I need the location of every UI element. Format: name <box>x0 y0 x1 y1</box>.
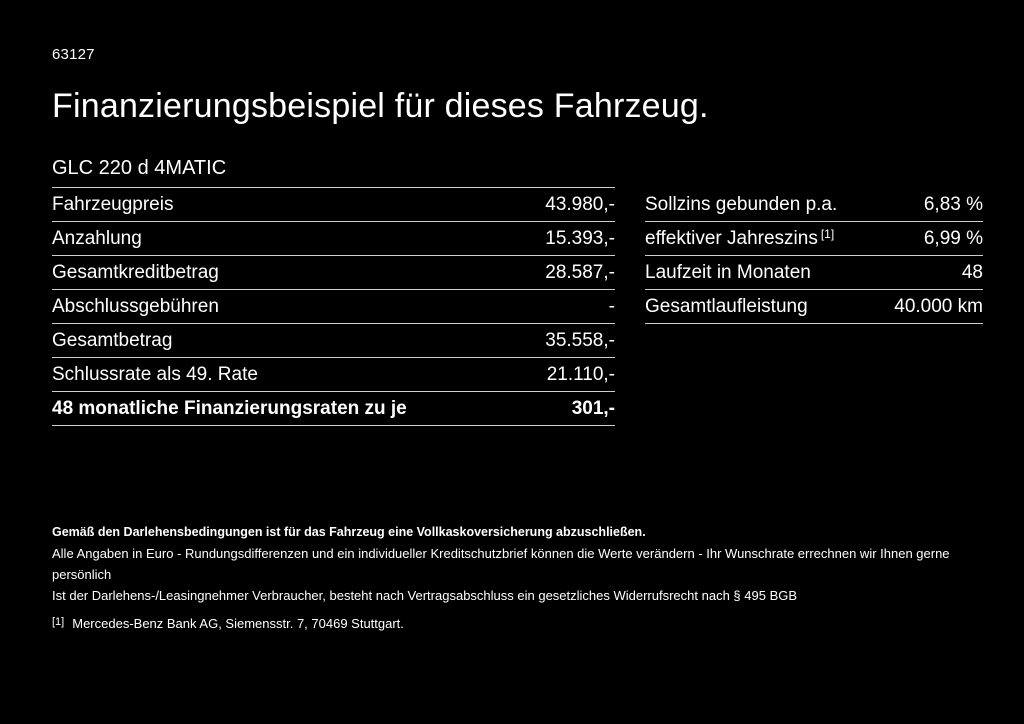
doc-number: 63127 <box>52 46 95 63</box>
insurance-note: Gemäß den Darlehensbedingungen ist für d… <box>52 525 646 539</box>
table-row-gesamtbetrag: Gesamtbetrag 35.558,- <box>52 324 615 358</box>
row-label: Sollzins gebunden p.a. <box>645 193 838 215</box>
row-label: Anzahlung <box>52 227 142 249</box>
row-label: Schlussrate als 49. Rate <box>52 363 258 385</box>
row-value: 40.000 km <box>894 295 983 317</box>
table-row-anzahlung: Anzahlung 15.393,- <box>52 222 615 256</box>
legal-footer: Gemäß den Darlehensbedingungen ist für d… <box>52 522 984 634</box>
row-value: 15.393,- <box>545 227 615 249</box>
row-label: 48 monatliche Finanzierungsraten zu je <box>52 397 407 419</box>
row-value: 28.587,- <box>545 261 615 283</box>
table-row-gesamtkreditbetrag: Gesamtkreditbetrag 28.587,- <box>52 256 615 290</box>
row-value: 48 <box>961 261 983 283</box>
financing-tables: GLC 220 d 4MATIC Fahrzeugpreis 43.980,- … <box>52 157 984 426</box>
vehicle-model: GLC 220 d 4MATIC <box>52 157 227 179</box>
row-value: - <box>608 295 615 317</box>
row-label: Abschlussgebühren <box>52 295 219 317</box>
row-value: 21.110,- <box>546 363 615 385</box>
financing-column: GLC 220 d 4MATIC Fahrzeugpreis 43.980,- … <box>52 157 615 426</box>
row-label-text: effektiver Jahreszins <box>645 227 818 249</box>
table-row-schlussrate: Schlussrate als 49. Rate 21.110,- <box>52 358 615 392</box>
footnote: [1] Mercedes-Benz Bank AG, Siemensstr. 7… <box>52 613 984 634</box>
table-row-monthly-rate: 48 monatliche Finanzierungsraten zu je 3… <box>52 392 615 426</box>
footnote-reference: [1] <box>820 226 835 241</box>
row-value: 301,- <box>571 397 615 419</box>
row-label: Fahrzeugpreis <box>52 193 174 215</box>
table-row-sollzins: Sollzins gebunden p.a. 6,83 % <box>645 188 983 222</box>
row-label: Gesamtlaufleistung <box>645 295 808 317</box>
table-row-effektiver-jahreszins: effektiver Jahreszins [1] 6,99 % <box>645 222 983 256</box>
financing-example-page: 63127 Finanzierungsbeispiel für dieses F… <box>52 46 984 634</box>
row-label: Laufzeit in Monaten <box>645 261 811 283</box>
table-row-gesamtlaufleistung: Gesamtlaufleistung 40.000 km <box>645 290 983 324</box>
row-label: Gesamtkreditbetrag <box>52 261 219 283</box>
row-value: 35.558,- <box>545 329 615 351</box>
conditions-column: Sollzins gebunden p.a. 6,83 % effektiver… <box>645 157 983 324</box>
disclaimer-line-1: Alle Angaben in Euro - Rundungsdifferenz… <box>52 546 950 582</box>
row-value: 43.980,- <box>545 193 615 215</box>
table-row-fahrzeugpreis: Fahrzeugpreis 43.980,- <box>52 188 615 222</box>
table-row-laufzeit: Laufzeit in Monaten 48 <box>645 256 983 290</box>
page-title: Finanzierungsbeispiel für dieses Fahrzeu… <box>52 87 709 125</box>
row-value: 6,99 % <box>923 227 983 249</box>
row-label: Gesamtbetrag <box>52 329 173 351</box>
conditions-table: Sollzins gebunden p.a. 6,83 % effektiver… <box>645 188 983 324</box>
table-row-abschlussgebuehren: Abschlussgebühren - <box>52 290 615 324</box>
footnote-text: Mercedes-Benz Bank AG, Siemensstr. 7, 70… <box>72 616 404 631</box>
row-value: 6,83 % <box>923 193 983 215</box>
disclaimer-line-2: Ist der Darlehens-/Leasingnehmer Verbrau… <box>52 588 798 603</box>
footnote-marker: [1] <box>52 616 65 628</box>
row-label: effektiver Jahreszins [1] <box>645 226 835 250</box>
financing-table: Fahrzeugpreis 43.980,- Anzahlung 15.393,… <box>52 187 615 426</box>
